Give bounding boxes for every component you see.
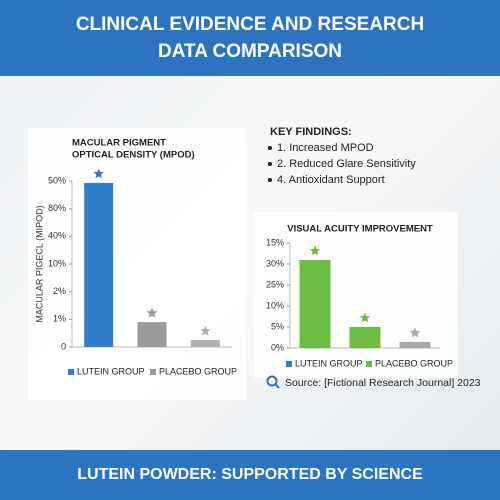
right-panel (254, 212, 458, 378)
y-tick-label: 15% (266, 237, 284, 247)
findings-list: 1. Increased MPOD 2. Reduced Glare Sensi… (268, 142, 416, 186)
y-tick-label: 1% (53, 314, 66, 324)
bar (84, 182, 114, 347)
star (200, 325, 211, 336)
legend-swatch (150, 369, 156, 375)
star (409, 327, 421, 338)
star (93, 168, 104, 179)
source: Source: [Fictional Research Journal] 202… (285, 377, 481, 389)
star (146, 307, 158, 318)
y-tick-label: 10% (266, 300, 284, 310)
legend-swatch (286, 361, 292, 367)
y-axis-label: MACULAR PIGECL (MIPOD) (34, 205, 44, 322)
bar (399, 341, 431, 348)
y-tick-label: 2% (53, 286, 66, 296)
y-tick-label: 10% (48, 258, 66, 268)
title-line: DATA COMPARISON (158, 41, 342, 62)
chart-title: MACULAR PIGMENT (72, 138, 166, 149)
bar (349, 327, 381, 348)
legend-swatch (68, 369, 74, 375)
y-tick-label: 50% (48, 175, 66, 185)
y-tick-label: 30% (266, 258, 284, 268)
bullet (268, 162, 272, 166)
title-line: CLINICAL EVIDENCE AND RESEARCH (76, 14, 424, 35)
y-tick-label: 25% (266, 279, 284, 289)
star (309, 245, 321, 256)
chart-title: VISUAL ACUITY IMPROVEMENT (287, 224, 433, 235)
finding: 1. Increased MPOD (277, 142, 374, 154)
search-icon (266, 375, 280, 389)
header-band (0, 0, 500, 76)
bar (299, 260, 331, 348)
legend-swatch (366, 361, 372, 367)
footer-band (0, 450, 500, 500)
finding: 4. Antioxidant Support (277, 174, 385, 186)
bullet (268, 146, 272, 150)
y-tick-label: 0% (271, 342, 284, 352)
y-tick-label: 80% (48, 203, 66, 213)
bullet (268, 178, 272, 182)
bar (190, 340, 220, 347)
star (359, 312, 371, 323)
legend-label: PLACEBO GROUP (159, 366, 237, 376)
y-tick-label: 0 (61, 341, 66, 351)
legend-label: PLACEBO GROUP (375, 358, 453, 368)
footer: LUTEIN POWDER: SUPPORTED BY SCIENCE (77, 466, 423, 483)
legend-label: LUTEIN GROUP (77, 366, 145, 376)
legend-label: LUTEIN GROUP (295, 358, 363, 368)
bar (137, 322, 167, 347)
left-panel (28, 128, 246, 400)
y-tick-label: 5% (271, 321, 284, 331)
finding: 2. Reduced Glare Sensitivity (277, 158, 416, 170)
chart-title: OPTICAL DENSITY (MPOD) (72, 150, 195, 161)
y-tick-label: 40% (48, 231, 66, 241)
findings-heading: KEY FINDINGS: (270, 126, 352, 138)
